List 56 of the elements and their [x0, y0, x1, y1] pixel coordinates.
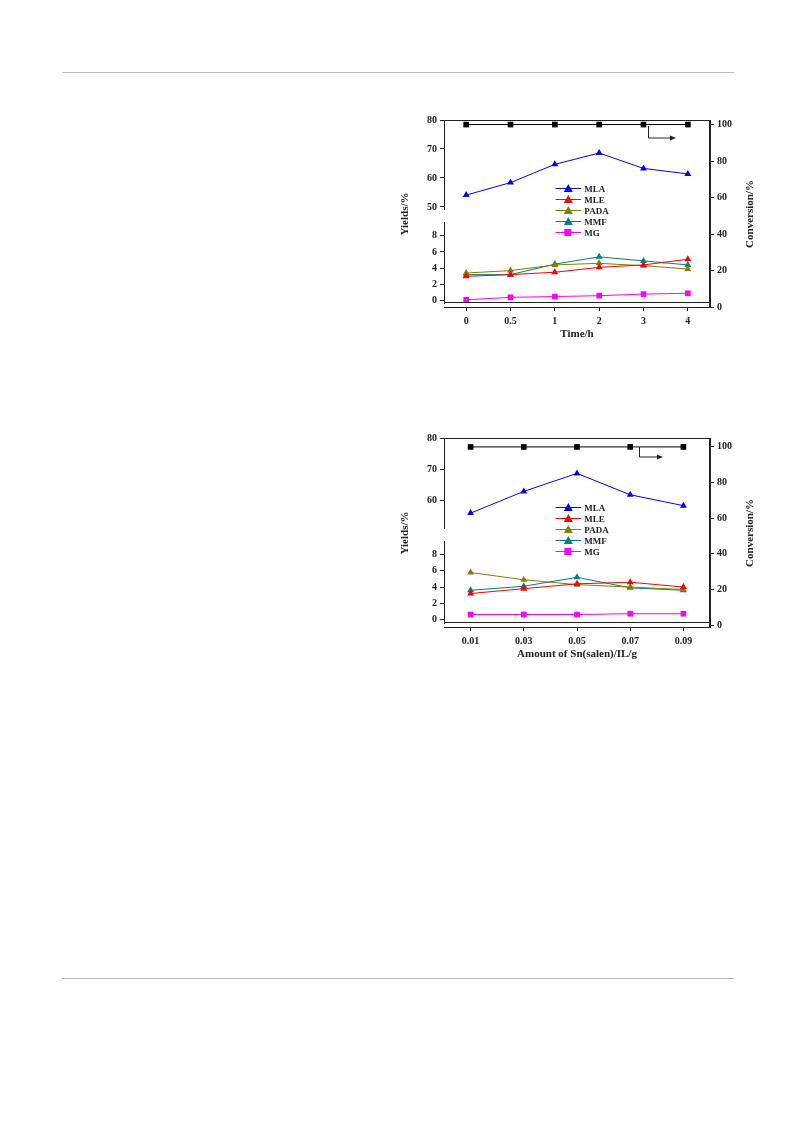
legend-label: MLE [584, 194, 605, 205]
legend-label: MLA [584, 183, 606, 194]
x-axis-title: Amount of Sn(salen)/IL/g [517, 647, 638, 661]
x-tick-label: 2 [596, 314, 602, 326]
y-tick-label: 2 [432, 277, 437, 289]
legend-label: MLE [584, 513, 605, 524]
y-tick-label: 4 [432, 261, 437, 273]
legend-label: MG [584, 546, 600, 557]
legend-label: MMF [584, 535, 607, 546]
y-tick-label: 60 [427, 493, 437, 505]
y2-tick-label: 80 [717, 476, 727, 488]
y-tick-label: 70 [427, 142, 437, 154]
y-tick-label: 4 [432, 580, 437, 592]
x-tick-label: 3 [641, 314, 646, 326]
x-tick-label: 4 [685, 314, 691, 326]
x-axis-title: Time/h [560, 327, 594, 340]
y2-tick-label: 60 [717, 511, 727, 523]
y-axis-title: Yields/% [398, 511, 410, 554]
x-tick-label: 0.01 [461, 634, 480, 646]
y2-tick-label: 100 [717, 118, 732, 130]
y-tick-label: 2 [432, 596, 437, 608]
y2-tick-label: 40 [717, 227, 727, 239]
y-tick-label: 60 [427, 171, 437, 183]
legend-label: MMF [584, 216, 607, 227]
y2-tick-label: 0 [717, 618, 722, 630]
y2-tick-label: 20 [717, 583, 727, 595]
y-tick-label: 6 [432, 564, 437, 576]
y2-axis-title: Conversion/% [743, 179, 755, 248]
x-tick-label: 0.05 [568, 634, 586, 646]
x-tick-label: 0.5 [504, 314, 517, 326]
x-tick-label: 0.09 [674, 634, 693, 646]
legend-label: MG [584, 227, 600, 238]
y-tick-label: 0 [432, 612, 437, 624]
y2-tick-label: 40 [717, 547, 727, 559]
y-tick-label: 80 [427, 431, 437, 443]
x-tick-label: 1 [552, 314, 558, 326]
y2-tick-label: 60 [717, 191, 727, 203]
y-tick-label: 6 [432, 245, 437, 257]
y2-tick-label: 0 [717, 300, 722, 312]
legend-label: PADA [584, 524, 609, 535]
x-tick-label: 0.03 [515, 634, 533, 646]
y-axis-title: Yields/% [398, 192, 410, 235]
legend-label: PADA [584, 205, 609, 216]
y2-tick-label: 20 [717, 264, 727, 276]
y-tick-label: 0 [432, 294, 437, 306]
y2-tick-label: 100 [717, 440, 732, 452]
y2-tick-label: 80 [717, 154, 727, 166]
x-tick-label: 0 [463, 314, 469, 326]
y2-axis-title: Conversion/% [743, 498, 755, 567]
y-tick-label: 70 [427, 462, 437, 474]
y-tick-label: 8 [432, 548, 437, 560]
y-tick-label: 50 [427, 200, 437, 212]
y-tick-label: 80 [427, 113, 437, 125]
x-tick-label: 0.07 [621, 634, 639, 646]
y-tick-label: 8 [432, 229, 437, 241]
legend-label: MLA [584, 502, 606, 513]
